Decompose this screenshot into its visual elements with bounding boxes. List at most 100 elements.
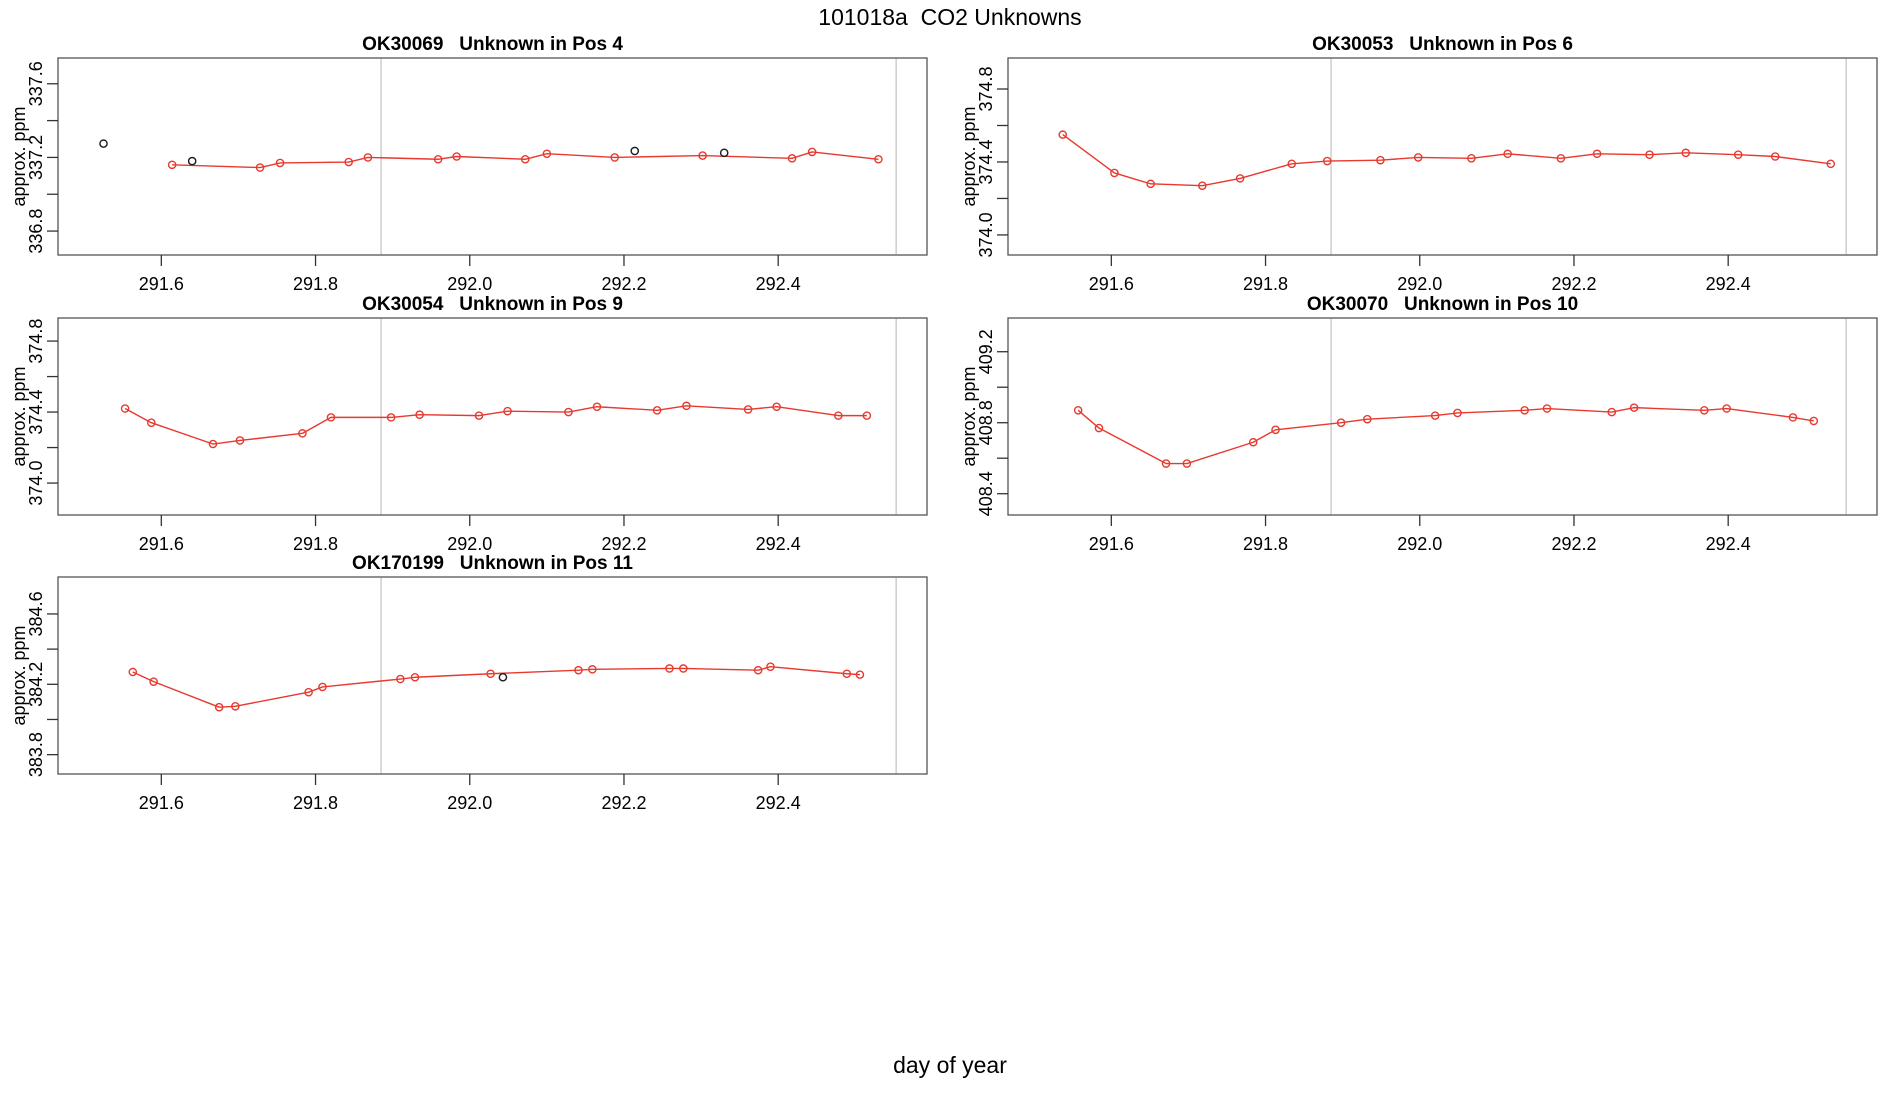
data-point — [842, 669, 852, 679]
data-point — [1699, 405, 1709, 415]
data-point — [1336, 418, 1346, 428]
y-tick-label: 374.0 — [976, 212, 996, 257]
data-point — [682, 401, 691, 411]
data-point — [1287, 159, 1297, 169]
data-point — [486, 669, 495, 679]
y-axis-label: approx. ppm — [959, 366, 979, 466]
data-point — [275, 158, 285, 168]
y-tick-label: 374.8 — [976, 66, 996, 111]
y-tick-label: 337.6 — [26, 61, 46, 106]
data-point — [1182, 459, 1192, 468]
subplot-ok170199: 383.8 384.2 384.6 291.6 291.8 292.0 292.2 292.4… — [9, 553, 928, 813]
flagged-point — [498, 672, 508, 682]
x-tick-label: 291.8 — [293, 534, 338, 554]
x-tick-label: 291.6 — [1089, 534, 1134, 554]
data-point — [1592, 149, 1602, 159]
subplot-ok30054: 374.0 374.4 374.8 291.6 291.8 292.0 292.2 292.4… — [9, 294, 928, 554]
co2-trace-line — [172, 151, 879, 169]
data-point — [1722, 404, 1731, 413]
data-point — [167, 160, 177, 170]
data-point — [128, 667, 138, 677]
y-tick-label: 384.2 — [26, 662, 46, 707]
data-point — [298, 429, 307, 438]
x-tick-label: 292.4 — [756, 534, 801, 554]
data-point — [255, 163, 265, 172]
flagged-point — [630, 146, 640, 156]
co2-trace-line — [1062, 134, 1831, 187]
x-tick-label: 291.8 — [293, 793, 338, 813]
subplot-title: OK30069 Unknown in Pos 4 — [362, 34, 623, 55]
y-tick-label: 374.4 — [26, 390, 46, 435]
data-point — [1645, 150, 1654, 159]
y-axis-label: approx. ppm — [9, 366, 29, 466]
data-point — [120, 404, 130, 413]
subplot-ok30069: 336.8 337.2 337.6 291.6 291.8 292.0 292.2 292.4… — [9, 34, 928, 294]
data-point — [1453, 408, 1462, 418]
plot-box — [57, 57, 928, 256]
data-point — [344, 157, 353, 167]
data-point — [452, 152, 461, 161]
data-point — [410, 672, 420, 682]
data-point — [1073, 405, 1083, 415]
data-point — [1248, 437, 1258, 447]
data-point — [146, 418, 156, 428]
data-point — [1809, 416, 1819, 426]
data-point — [592, 402, 602, 412]
x-tick-label: 292.2 — [601, 534, 646, 554]
data-point — [1629, 403, 1639, 412]
data-point — [208, 439, 218, 449]
data-point — [1235, 174, 1245, 183]
data-point — [698, 151, 707, 160]
data-point — [1607, 407, 1617, 417]
data-point — [1681, 148, 1691, 158]
data-point — [304, 687, 313, 697]
plot-box — [1007, 317, 1878, 516]
data-point — [1770, 152, 1780, 161]
data-point — [588, 665, 597, 674]
y-tick-label: 374.8 — [26, 319, 46, 364]
data-point — [318, 682, 327, 692]
data-point — [1094, 423, 1104, 433]
x-tick-label: 291.8 — [1243, 274, 1288, 294]
x-tick-label: 291.8 — [1243, 534, 1288, 554]
y-tick-label: 336.8 — [26, 209, 46, 254]
data-point — [1198, 181, 1207, 190]
y-tick-label: 374.0 — [26, 461, 46, 506]
data-point — [1733, 150, 1743, 159]
plot-box — [57, 317, 928, 516]
data-point — [766, 662, 775, 672]
data-point — [1503, 149, 1512, 159]
x-tick-label: 292.0 — [1397, 534, 1442, 554]
y-tick-label: 383.8 — [26, 732, 46, 777]
data-point — [787, 154, 797, 163]
data-point — [1363, 414, 1372, 424]
data-point — [679, 664, 688, 673]
y-tick-label: 337.2 — [26, 135, 46, 180]
data-point — [386, 413, 396, 422]
data-point — [1161, 459, 1171, 468]
data-point — [753, 665, 763, 675]
data-point — [1556, 154, 1566, 163]
x-tick-label: 292.4 — [1706, 274, 1751, 294]
x-tick-label: 292.0 — [447, 793, 492, 813]
subplot-title: OK30054 Unknown in Pos 9 — [362, 294, 623, 315]
x-tick-label: 292.4 — [756, 793, 801, 813]
data-point — [231, 701, 240, 711]
x-tick-label: 291.6 — [139, 274, 184, 294]
data-point — [1058, 130, 1068, 139]
x-tick-label: 291.8 — [293, 274, 338, 294]
data-point — [1788, 413, 1798, 422]
x-tick-label: 292.2 — [601, 274, 646, 294]
x-tick-label: 292.2 — [1551, 274, 1596, 294]
subplot-ok30053: 374.0 374.4 374.8 291.6 291.8 292.0 292.2 292.4… — [959, 34, 1878, 294]
data-point — [574, 665, 583, 675]
data-point — [855, 670, 865, 679]
y-axis-label: approx. ppm — [959, 106, 979, 206]
data-point — [1322, 156, 1332, 166]
data-point — [433, 154, 443, 164]
data-point — [807, 147, 817, 157]
x-tick-label: 292.2 — [1551, 534, 1596, 554]
co2-trace-line — [132, 666, 860, 708]
co2-trace-line — [1077, 406, 1814, 465]
